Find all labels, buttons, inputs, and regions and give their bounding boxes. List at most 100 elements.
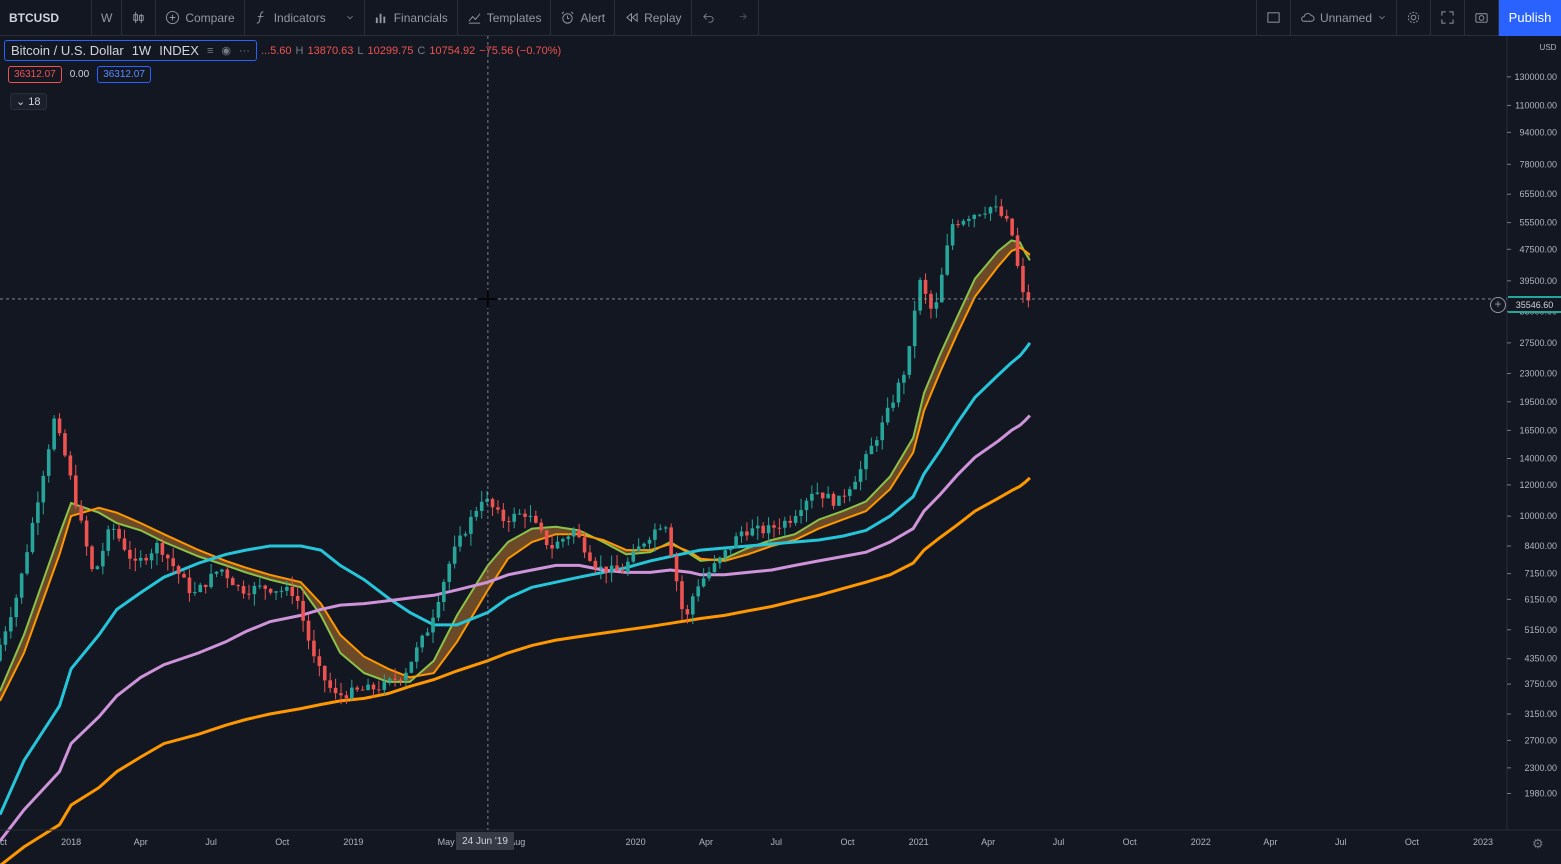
layout-select-button[interactable] [1255,0,1291,36]
layout-name-button[interactable]: Unnamed [1291,0,1397,36]
candle [750,519,755,537]
candle-body [847,489,852,496]
templates-button[interactable]: Templates [458,0,552,36]
x-tick-label: 2019 [343,837,363,847]
replay-button[interactable]: Replay [615,0,692,36]
candle [73,464,78,509]
candle [436,595,441,622]
series-exchange: INDEX [159,43,199,58]
candle-body [517,513,522,515]
candle [804,497,809,522]
candle-body [360,689,365,691]
indicator-input-left[interactable]: 36312.07 [8,66,62,83]
axis-settings-gear-icon[interactable]: ⚙ [1532,836,1544,851]
candle-body [620,570,625,573]
candle-body [950,224,955,246]
candle-body [420,635,424,648]
indicator-count: 18 [28,96,41,108]
candle [691,593,695,625]
candle-body [193,592,197,594]
candle [333,678,338,700]
hamburger-icon[interactable]: ≡ [206,44,214,57]
candle [236,584,240,591]
redo-button[interactable] [725,0,759,36]
eye-icon[interactable]: ◉ [221,45,231,57]
candle [880,415,885,450]
candle [458,526,462,552]
candle-body [972,214,977,219]
candle-body [945,245,949,275]
x-tick-label: Oct [275,837,290,847]
templates-label: Templates [486,10,542,25]
y-tick-label: 3150.00 [1524,709,1557,719]
square-layout-icon [1267,12,1280,23]
candle-body [815,492,820,494]
candle [593,557,598,574]
candle [847,486,852,502]
candle-body [73,475,78,506]
candle [230,576,235,586]
interval-label: W [101,10,113,25]
candle [268,588,273,595]
undo-button[interactable] [692,0,725,36]
candle-body [30,522,35,553]
alert-button[interactable]: Alert [551,0,616,36]
ma-line-3 [0,414,1031,843]
candle [777,518,782,535]
candle [896,378,901,408]
candle [1021,257,1025,303]
last-price-label: 35546.60 [1508,296,1561,313]
candle [588,545,592,563]
y-tick-label: 14000.00 [1519,454,1557,464]
candle-body [977,214,982,216]
y-tick-label: 12000.00 [1519,480,1557,490]
indicator-input-right[interactable]: 36312.07 [97,66,151,83]
add-alert-plus-icon[interactable]: + [1490,297,1506,313]
candle-body [880,422,885,441]
snapshot-button[interactable] [1465,0,1499,36]
candle [994,195,998,213]
price-chart[interactable]: 1980.00 2300.00 2700.00 3150.00 3750.00 4350.… [0,36,1561,864]
y-tick-label: 27500.00 [1519,338,1557,348]
candle [360,685,365,691]
alarm-clock-icon [561,11,574,24]
candle-body [810,493,814,501]
candle-body [528,515,533,517]
compare-button[interactable]: Compare [156,0,245,36]
indicators-button[interactable]: Indicators [245,0,365,36]
candle-body [999,206,1004,216]
low-label: L [357,44,364,57]
candle-body [322,665,327,681]
y-tick-label: 78000.00 [1519,159,1557,169]
x-tick-label: Oct [840,837,855,847]
fullscreen-button[interactable] [1431,0,1465,36]
candle [263,584,268,600]
candle-body [718,557,722,564]
symbol-search-button[interactable]: BTCUSD [0,0,92,36]
candle-body [1015,235,1020,266]
chart-type-button[interactable] [122,0,157,36]
candle-body [544,530,549,546]
candle [193,581,197,596]
candle [707,567,711,582]
candle [165,553,170,571]
candle [149,548,154,569]
candle-body [90,546,94,570]
candle [891,394,895,412]
candle-body [366,684,370,691]
candle-body [258,585,262,587]
series-legend[interactable]: Bitcoin / U.S. Dollar 1W INDEX ≡ ◉ ··· [4,40,257,61]
candle [431,609,435,643]
more-icon[interactable]: ··· [238,44,250,57]
candle [371,682,376,698]
candle [615,554,619,572]
settings-button[interactable] [1397,0,1431,36]
interval-button[interactable]: W [92,0,123,36]
collapse-indicators-button[interactable]: ⌄ 18 [10,93,47,110]
x-tick-label: Oct [0,837,7,847]
candle [463,531,468,538]
candle [176,564,181,584]
financials-button[interactable]: Financials [365,0,458,36]
publish-button[interactable]: Publish [1499,0,1561,36]
indicators-label: Indicators [273,10,326,25]
